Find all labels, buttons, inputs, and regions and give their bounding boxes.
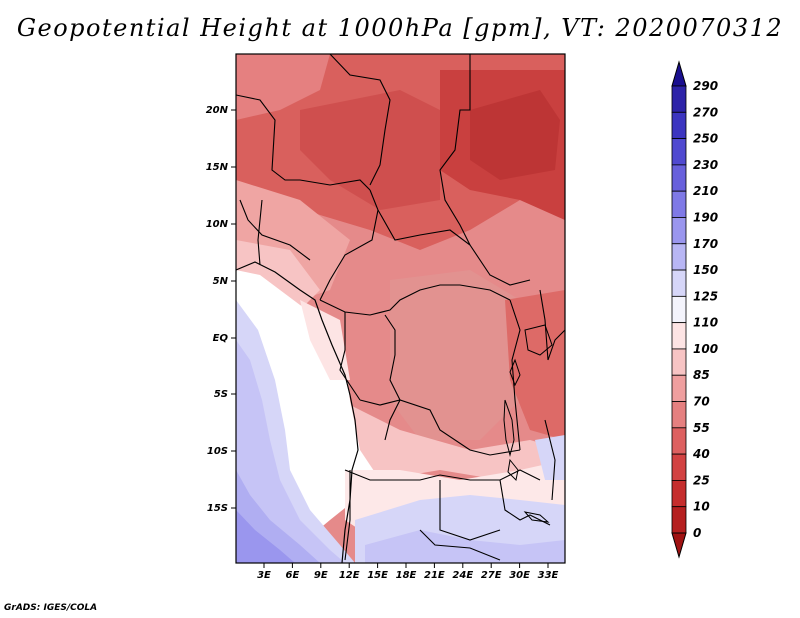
colorbar-segment bbox=[671, 295, 687, 324]
map-title: Geopotential Height at 1000hPa [gpm], VT… bbox=[16, 14, 784, 42]
lon-label: 15E bbox=[367, 570, 388, 581]
colorbar-segment bbox=[671, 374, 687, 402]
colorbar-label: 25 bbox=[693, 473, 710, 487]
colorbar-segment bbox=[671, 427, 687, 455]
colorbar-label: 40 bbox=[692, 447, 710, 461]
colorbar-label: 270 bbox=[693, 105, 718, 119]
colorbar-segment bbox=[671, 480, 687, 508]
colorbar-label: 70 bbox=[693, 395, 710, 409]
lon-label: 27E bbox=[481, 570, 502, 581]
field-shading bbox=[236, 54, 565, 563]
colorbar-label: 55 bbox=[693, 421, 710, 435]
map-frame bbox=[235, 53, 566, 564]
lat-label: EQ bbox=[213, 333, 229, 344]
lon-label: 21E bbox=[424, 570, 445, 581]
colorbar-segment bbox=[671, 243, 687, 271]
lon-label: 12E bbox=[339, 570, 360, 581]
lon-label: 9E bbox=[314, 570, 328, 581]
colorbar-label: 100 bbox=[693, 342, 718, 356]
colorbar-segment bbox=[671, 401, 687, 429]
lat-label: 10N bbox=[206, 219, 229, 230]
colorbar-label: 290 bbox=[693, 79, 718, 93]
colorbar-segment bbox=[671, 85, 687, 113]
colorbar-segment bbox=[671, 138, 687, 166]
lon-label: 18E bbox=[396, 570, 417, 581]
colorbar-segment bbox=[671, 348, 687, 376]
lon-label: 6E bbox=[286, 570, 300, 581]
colorbar-segment bbox=[671, 453, 687, 481]
colorbar-max-arrow bbox=[671, 60, 687, 87]
lon-label: 33E bbox=[538, 570, 559, 581]
colorbar-segment bbox=[671, 217, 687, 245]
colorbar-segment bbox=[671, 164, 687, 192]
colorbar-label: 10 bbox=[693, 500, 710, 514]
colorbar-min-arrow bbox=[671, 532, 687, 559]
colorbar-label: 125 bbox=[693, 289, 718, 303]
lat-label: 15N bbox=[206, 162, 229, 173]
lat-label: 20N bbox=[206, 105, 229, 116]
colorbar-label: 110 bbox=[693, 316, 718, 330]
colorbar-label: 85 bbox=[693, 368, 710, 382]
lon-label: 24E bbox=[452, 570, 473, 581]
lon-label: 3E bbox=[257, 570, 271, 581]
colorbar-segment bbox=[671, 506, 687, 534]
colorbar-label: 250 bbox=[693, 132, 718, 146]
colorbar-segment bbox=[671, 322, 687, 350]
lat-label: 10S bbox=[207, 446, 228, 457]
colorbar-segment bbox=[671, 190, 687, 218]
lon-label: 30E bbox=[509, 570, 530, 581]
lat-label: 5S bbox=[214, 389, 228, 400]
lat-label: 5N bbox=[213, 276, 229, 287]
colorbar-segment bbox=[671, 269, 687, 297]
colorbar-segment bbox=[671, 111, 687, 139]
colorbar-label: 190 bbox=[693, 210, 718, 224]
colorbar-label: 0 bbox=[693, 526, 701, 540]
colorbar-label: 150 bbox=[693, 263, 718, 277]
colorbar-label: 230 bbox=[693, 158, 718, 172]
lat-label: 15S bbox=[207, 503, 228, 514]
colorbar-label: 170 bbox=[693, 237, 718, 251]
colorbar-label: 210 bbox=[693, 184, 718, 198]
footer-credit: GrADS: IGES/COLA bbox=[4, 603, 98, 613]
